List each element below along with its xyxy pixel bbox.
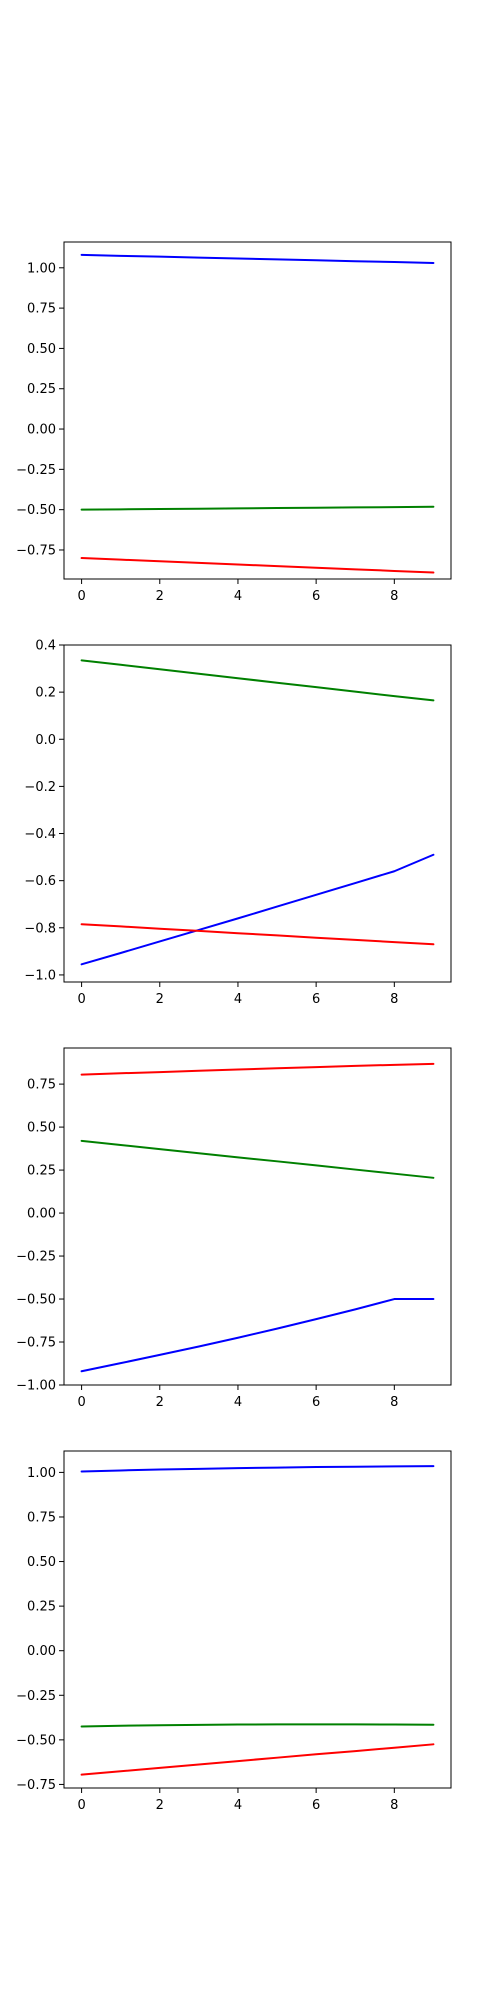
subplot-2: 0 2 4 6 8 0.4 0.2 0.0 −0.2 −0.4 −0.6 −0.8 −1.0: [24, 639, 452, 1007]
series-line-3: [80, 557, 435, 574]
x-tick-label: 4: [234, 589, 242, 604]
y-tick-label: −1.00: [16, 1379, 56, 1394]
x-tick-label: 8: [390, 1798, 398, 1813]
subplot-4: 0 2 4 6 8 1.00 0.75 0.50 0.25 0.00 −0.25 −0.50 −0.75: [16, 1450, 452, 1813]
x-tick-label: 2: [156, 992, 164, 1007]
y-tick-label: −0.50: [16, 1293, 56, 1308]
x-tick-label: 8: [390, 1395, 398, 1410]
series-line-1: [80, 659, 435, 702]
x-tick-label: 6: [312, 1798, 320, 1813]
x-tick-label: 8: [390, 589, 398, 604]
series-line-2: [80, 1723, 435, 1728]
y-tick-label: 0.50: [27, 342, 56, 357]
y-tick-label: 0.50: [27, 1121, 56, 1136]
axes-frame: [63, 1450, 452, 1789]
y-tick-label: 0.00: [27, 423, 56, 438]
y-tick-label: −0.75: [16, 1778, 56, 1793]
y-tick-label: 0.25: [27, 1164, 56, 1179]
series-line-1: [80, 1062, 435, 1076]
x-tick-label: 6: [312, 589, 320, 604]
y-tick-label: −0.75: [16, 1336, 56, 1351]
x-tick-label: 4: [234, 992, 242, 1007]
x-tick-label: 0: [77, 1395, 85, 1410]
x-tick-label: 6: [312, 1395, 320, 1410]
x-tick-label: 0: [77, 1798, 85, 1813]
x-tick-label: 2: [156, 1395, 164, 1410]
y-tick-label: 0.75: [27, 1510, 56, 1525]
x-tick-label: 2: [156, 1798, 164, 1813]
axes-frame: [63, 1047, 452, 1386]
series-line-2: [80, 505, 435, 511]
y-tick-label: −0.8: [24, 921, 56, 936]
x-tick-label: 8: [390, 992, 398, 1007]
x-tick-label: 4: [234, 1798, 242, 1813]
y-tick-label: 0.00: [27, 1207, 56, 1222]
axes-frame: [63, 644, 452, 983]
y-tick-label: 1.00: [27, 1466, 56, 1481]
x-tick-label: 2: [156, 589, 164, 604]
series-line-1: [80, 1465, 435, 1473]
y-tick-label: −0.75: [16, 543, 56, 558]
series-line-3: [80, 923, 435, 946]
y-tick-label: 0.2: [35, 686, 56, 701]
series-line-3: [80, 1743, 435, 1776]
x-tick-label: 4: [234, 1395, 242, 1410]
y-tick-label: −0.4: [24, 827, 56, 842]
y-tick-label: 0.00: [27, 1644, 56, 1659]
y-tick-label: 0.75: [27, 1078, 56, 1093]
y-tick-label: 0.75: [27, 302, 56, 317]
x-tick-label: 0: [77, 589, 85, 604]
y-tick-label: −1.0: [24, 968, 56, 983]
axes-frame: [63, 241, 452, 580]
y-tick-label: 0.25: [27, 382, 56, 397]
series-line-2: [80, 1139, 435, 1179]
y-tick-label: −0.25: [16, 463, 56, 478]
y-tick-label: −0.25: [16, 1689, 56, 1704]
x-tick-label: 0: [77, 992, 85, 1007]
y-tick-label: −0.25: [16, 1250, 56, 1265]
y-tick-label: 0.25: [27, 1600, 56, 1615]
y-tick-label: −0.6: [24, 874, 56, 889]
y-tick-label: 0.0: [35, 733, 56, 748]
series-line-3: [80, 1298, 435, 1373]
y-tick-label: 0.4: [35, 639, 56, 654]
y-tick-label: 0.50: [27, 1555, 56, 1570]
subplot-3: 0 2 4 6 8 0.75 0.50 0.25 0.00 −0.25 −0.50 −0.75 −1.0…: [16, 1047, 452, 1410]
y-tick-label: −0.50: [16, 1733, 56, 1748]
series-line-2: [80, 853, 435, 966]
y-tick-label: 1.00: [27, 261, 56, 276]
y-tick-label: −0.50: [16, 503, 56, 518]
series-line-1: [80, 253, 435, 264]
y-tick-label: −0.2: [24, 780, 56, 795]
x-tick-label: 6: [312, 992, 320, 1007]
subplot-1: 0 2 4 6 8 1.00 0.75 0.50 0.25 0.00 −0.25 −0.50 −0.75: [16, 241, 452, 604]
